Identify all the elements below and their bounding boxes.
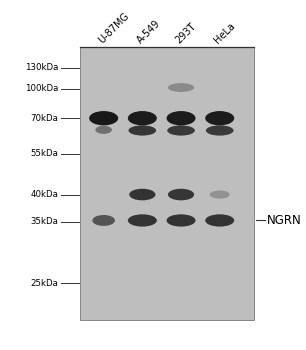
Ellipse shape: [95, 126, 112, 134]
Ellipse shape: [128, 111, 157, 125]
Text: U-87MG: U-87MG: [97, 11, 131, 46]
Ellipse shape: [210, 190, 230, 199]
Ellipse shape: [128, 214, 157, 226]
Text: HeLa: HeLa: [213, 21, 237, 46]
Ellipse shape: [168, 83, 194, 92]
Ellipse shape: [166, 214, 196, 226]
Text: 100kDa: 100kDa: [25, 84, 58, 93]
Text: 293T: 293T: [174, 21, 198, 46]
Ellipse shape: [205, 111, 234, 125]
Ellipse shape: [89, 111, 118, 125]
Text: A-549: A-549: [135, 19, 162, 46]
Ellipse shape: [92, 215, 115, 226]
Ellipse shape: [168, 189, 194, 200]
Ellipse shape: [166, 111, 196, 125]
Text: 25kDa: 25kDa: [30, 279, 58, 288]
Text: 55kDa: 55kDa: [30, 149, 58, 158]
Text: 40kDa: 40kDa: [30, 190, 58, 199]
Ellipse shape: [167, 125, 195, 135]
Ellipse shape: [206, 125, 233, 135]
FancyBboxPatch shape: [80, 47, 254, 320]
Ellipse shape: [129, 189, 155, 200]
Text: NGRN: NGRN: [267, 214, 301, 227]
Text: 70kDa: 70kDa: [30, 114, 58, 123]
Text: 130kDa: 130kDa: [25, 63, 58, 72]
Text: 35kDa: 35kDa: [30, 217, 58, 226]
Ellipse shape: [129, 125, 156, 135]
Ellipse shape: [205, 214, 234, 226]
